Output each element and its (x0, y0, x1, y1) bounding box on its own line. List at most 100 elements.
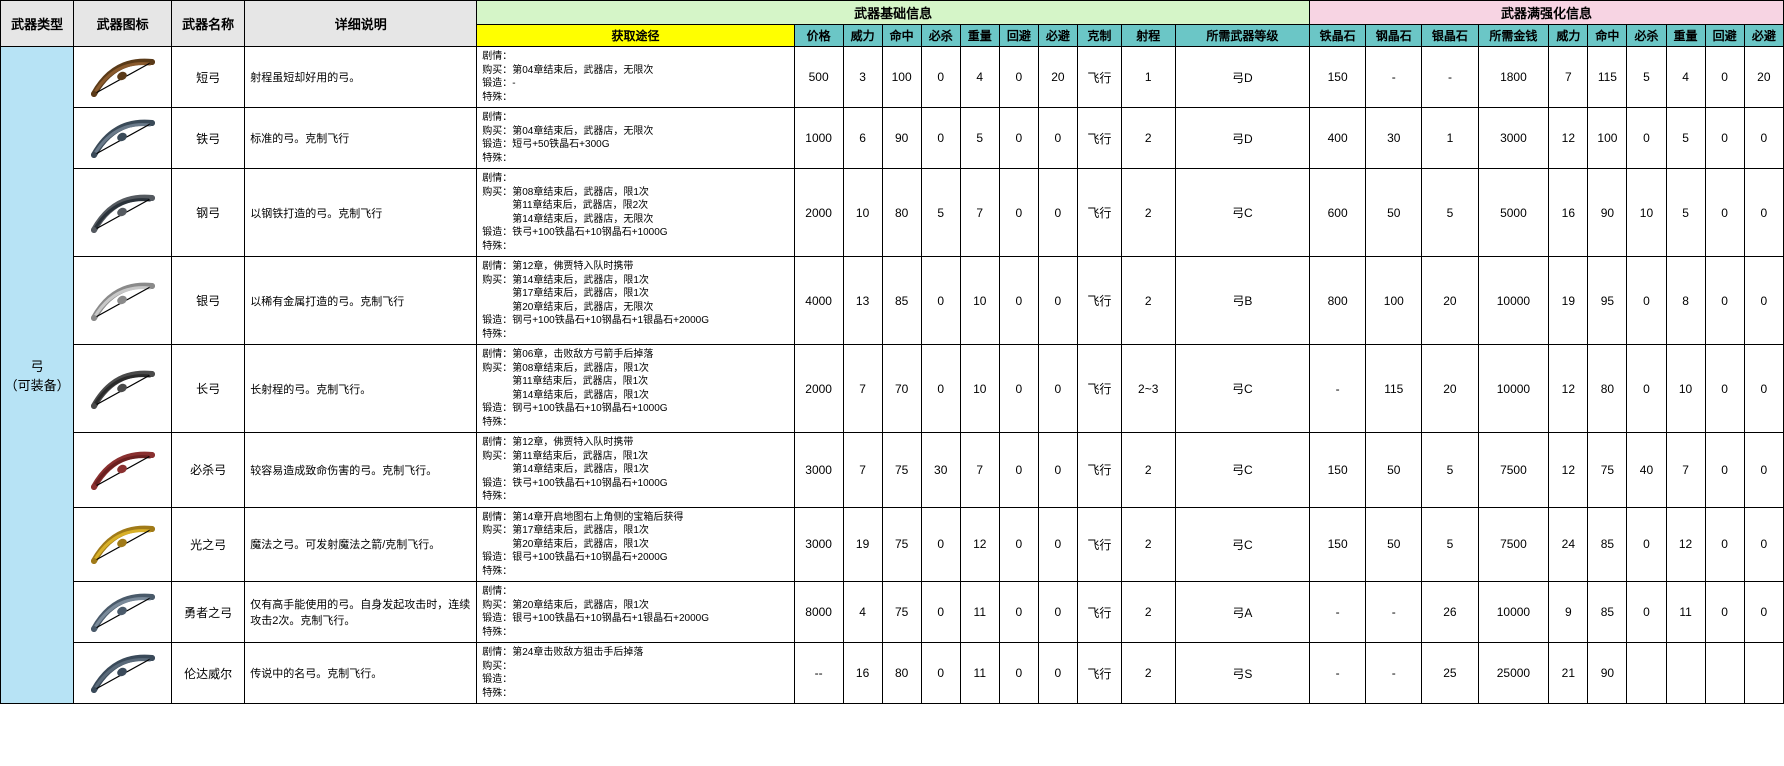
base-cell-3: 5 (921, 169, 960, 257)
th-max-5: 必避 (1744, 25, 1783, 47)
th-base-1: 威力 (843, 25, 882, 47)
mat-cell-0: 800 (1310, 257, 1366, 345)
icon-cell (74, 169, 172, 257)
max-cell-1: 85 (1588, 582, 1627, 643)
th-base-5: 回避 (999, 25, 1038, 47)
bow-icon (86, 113, 160, 163)
mat-cell-2: 20 (1422, 257, 1478, 345)
base-cell-8: 1 (1121, 47, 1175, 108)
weapon-row: 勇者之弓仅有高手能使用的弓。自身发起攻击时，连续攻击2次。克制飞行。剧情： 购买… (1, 582, 1784, 643)
mat-cell-1: 50 (1366, 169, 1422, 257)
max-cell-0: 19 (1549, 257, 1588, 345)
th-base-9: 所需武器等级 (1175, 25, 1309, 47)
th-type: 武器类型 (1, 1, 74, 47)
th-max-2: 必杀 (1627, 25, 1666, 47)
desc-cell: 标准的弓。克制飞行 (245, 108, 477, 169)
mat-cell-3: 10000 (1478, 345, 1549, 433)
max-cell-5: 0 (1744, 507, 1783, 582)
th-desc: 详细说明 (245, 1, 477, 47)
weapon-row: 光之弓魔法之弓。可发射魔法之箭/克制飞行。剧情：第14章开启地图右上角侧的宝箱后… (1, 507, 1784, 582)
acquire-cell: 剧情：第12章，佛贾特入队时携带 购买：第14章结束后，武器店，限1次 第17章… (477, 257, 794, 345)
base-cell-9: 弓D (1175, 47, 1309, 108)
mat-cell-0: 400 (1310, 108, 1366, 169)
base-cell-6: 0 (1038, 582, 1077, 643)
mat-cell-1: 115 (1366, 345, 1422, 433)
mat-cell-2: 1 (1422, 108, 1478, 169)
base-cell-9: 弓B (1175, 257, 1309, 345)
max-cell-3: 8 (1666, 257, 1705, 345)
base-cell-2: 80 (882, 643, 921, 704)
icon-cell (74, 582, 172, 643)
max-cell-0: 12 (1549, 433, 1588, 508)
mat-cell-1: 50 (1366, 507, 1422, 582)
weapon-row: 必杀弓较容易造成致命伤害的弓。克制飞行。剧情：第12章，佛贾特入队时携带 购买：… (1, 433, 1784, 508)
base-cell-5: 0 (999, 108, 1038, 169)
max-cell-4: 0 (1705, 47, 1744, 108)
max-cell-5: 0 (1744, 257, 1783, 345)
base-cell-6: 0 (1038, 257, 1077, 345)
base-cell-1: 6 (843, 108, 882, 169)
max-cell-1: 115 (1588, 47, 1627, 108)
base-cell-1: 19 (843, 507, 882, 582)
base-cell-6: 0 (1038, 507, 1077, 582)
mat-cell-1: 50 (1366, 433, 1422, 508)
max-cell-4: 0 (1705, 257, 1744, 345)
max-cell-0: 9 (1549, 582, 1588, 643)
base-cell-1: 10 (843, 169, 882, 257)
icon-cell (74, 507, 172, 582)
acquire-cell: 剧情： 购买：第08章结束后，武器店，限1次 第11章结束后，武器店，限2次 第… (477, 169, 794, 257)
max-cell-0: 21 (1549, 643, 1588, 704)
max-cell-5: 0 (1744, 108, 1783, 169)
icon-cell (74, 643, 172, 704)
name-cell: 短弓 (171, 47, 244, 108)
base-cell-5: 0 (999, 433, 1038, 508)
acquire-cell: 剧情：第24章击败敌方狙击手后掉落 购买： 锻造： 特殊： (477, 643, 794, 704)
bow-icon (86, 648, 160, 698)
base-cell-0: 3000 (794, 507, 843, 582)
max-cell-0: 7 (1549, 47, 1588, 108)
mat-cell-1: - (1366, 643, 1422, 704)
icon-cell (74, 345, 172, 433)
base-cell-7: 飞行 (1077, 108, 1121, 169)
th-base-4: 重量 (960, 25, 999, 47)
max-cell-4: 0 (1705, 108, 1744, 169)
max-cell-4: 0 (1705, 169, 1744, 257)
max-cell-0: 24 (1549, 507, 1588, 582)
base-cell-9: 弓C (1175, 345, 1309, 433)
name-cell: 长弓 (171, 345, 244, 433)
max-cell-0: 16 (1549, 169, 1588, 257)
max-cell-4: 0 (1705, 345, 1744, 433)
max-cell-2 (1627, 643, 1666, 704)
bow-icon (86, 364, 160, 414)
base-cell-8: 2 (1121, 433, 1175, 508)
weapon-row: 弓（可装备） 短弓射程虽短却好用的弓。剧情： 购买：第04章结束后，武器店，无限… (1, 47, 1784, 108)
weapon-row: 铁弓标准的弓。克制飞行剧情： 购买：第04章结束后，武器店，无限次 锻造：短弓+… (1, 108, 1784, 169)
base-cell-2: 75 (882, 507, 921, 582)
base-cell-1: 13 (843, 257, 882, 345)
bow-icon (86, 519, 160, 569)
base-cell-8: 2 (1121, 108, 1175, 169)
base-cell-9: 弓S (1175, 643, 1309, 704)
bow-icon (86, 587, 160, 637)
base-cell-0: 4000 (794, 257, 843, 345)
mat-cell-3: 3000 (1478, 108, 1549, 169)
base-cell-9: 弓D (1175, 108, 1309, 169)
base-cell-3: 0 (921, 643, 960, 704)
name-cell: 铁弓 (171, 108, 244, 169)
weapon-row: 伦达威尔传说中的名弓。克制飞行。剧情：第24章击败敌方狙击手后掉落 购买： 锻造… (1, 643, 1784, 704)
base-cell-3: 0 (921, 582, 960, 643)
th-icon: 武器图标 (74, 1, 172, 47)
max-cell-2: 0 (1627, 257, 1666, 345)
base-cell-6: 0 (1038, 108, 1077, 169)
th-mat-1: 钢晶石 (1366, 25, 1422, 47)
th-mat-2: 银晶石 (1422, 25, 1478, 47)
acquire-cell: 剧情： 购买：第20章结束后，武器店，限1次 锻造：银弓+100铁晶石+10钢晶… (477, 582, 794, 643)
max-cell-1: 80 (1588, 345, 1627, 433)
base-cell-0: 1000 (794, 108, 843, 169)
base-cell-4: 10 (960, 345, 999, 433)
th-base-7: 克制 (1077, 25, 1121, 47)
th-base-3: 必杀 (921, 25, 960, 47)
icon-cell (74, 257, 172, 345)
max-cell-2: 40 (1627, 433, 1666, 508)
base-cell-2: 75 (882, 433, 921, 508)
